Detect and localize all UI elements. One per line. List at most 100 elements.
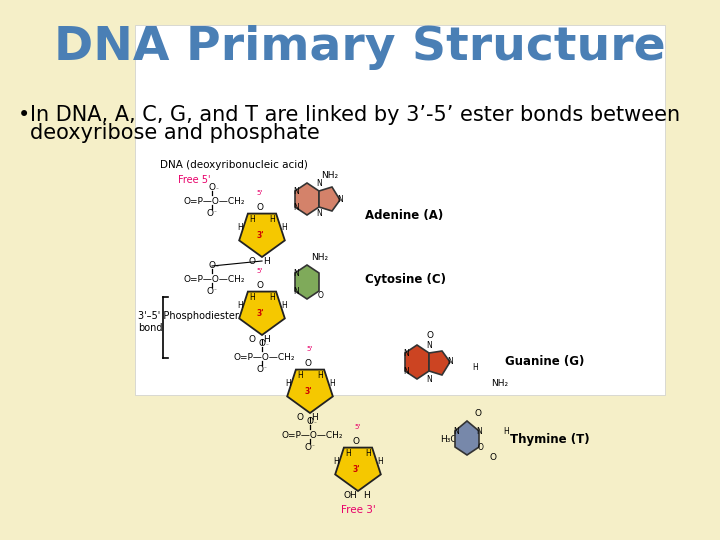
Text: N: N	[293, 186, 299, 195]
Text: O: O	[207, 210, 214, 219]
Text: deoxyribose and phosphate: deoxyribose and phosphate	[30, 123, 320, 143]
Text: ⁻: ⁻	[264, 368, 267, 373]
Text: O=P—O—CH₂: O=P—O—CH₂	[234, 354, 295, 362]
Text: O: O	[258, 340, 266, 348]
Text: N: N	[403, 367, 409, 375]
Text: 5': 5'	[355, 424, 361, 430]
Text: O: O	[207, 287, 214, 296]
Text: DNA Primary Structure: DNA Primary Structure	[54, 25, 666, 71]
Text: H: H	[377, 456, 383, 465]
Text: N: N	[403, 348, 409, 357]
Text: H: H	[472, 363, 478, 373]
Text: ⁻: ⁻	[216, 188, 219, 193]
Text: O=P—O—CH₂: O=P—O—CH₂	[184, 275, 246, 285]
Text: O: O	[353, 436, 359, 446]
Polygon shape	[455, 421, 479, 455]
Polygon shape	[239, 214, 285, 257]
Text: H: H	[281, 300, 287, 309]
Polygon shape	[336, 448, 381, 491]
Text: NH₂: NH₂	[312, 253, 328, 261]
Text: N: N	[316, 208, 322, 218]
Text: H: H	[237, 300, 243, 309]
Text: Free 5': Free 5'	[178, 175, 210, 185]
Text: O: O	[307, 417, 313, 427]
Text: H: H	[285, 379, 291, 388]
Text: H: H	[269, 214, 275, 224]
Text: H: H	[317, 370, 323, 380]
Text: H₃C: H₃C	[440, 435, 456, 444]
Text: H: H	[345, 449, 351, 457]
Text: O=P—O—CH₂: O=P—O—CH₂	[282, 431, 343, 441]
Text: H: H	[503, 428, 509, 436]
Polygon shape	[295, 265, 319, 299]
Polygon shape	[405, 345, 429, 379]
Text: N: N	[426, 341, 432, 349]
Text: O: O	[256, 280, 264, 289]
Text: •: •	[18, 105, 30, 125]
Text: O: O	[474, 408, 482, 417]
Text: O: O	[490, 454, 497, 462]
Text: H: H	[269, 293, 275, 301]
Text: H: H	[365, 449, 371, 457]
Text: O: O	[209, 184, 215, 192]
Text: N: N	[293, 202, 299, 212]
Text: DNA (deoxyribonucleic acid): DNA (deoxyribonucleic acid)	[160, 160, 308, 170]
Text: N: N	[426, 375, 432, 383]
Bar	[135, 25, 665, 395]
Text: O: O	[318, 291, 324, 300]
Text: 5': 5'	[257, 190, 263, 196]
Polygon shape	[429, 351, 450, 375]
Text: O=P—O—CH₂: O=P—O—CH₂	[184, 198, 246, 206]
Text: H: H	[237, 222, 243, 232]
Text: 5': 5'	[307, 346, 313, 352]
Text: H: H	[249, 214, 255, 224]
Polygon shape	[239, 292, 285, 335]
Text: ⁻: ⁻	[214, 212, 217, 217]
Text: H: H	[249, 293, 255, 301]
Text: ⁻: ⁻	[266, 345, 269, 349]
Text: N: N	[293, 287, 299, 295]
Text: 3'–5' Phosphodiester: 3'–5' Phosphodiester	[138, 311, 239, 321]
Text: In DNA, A, C, G, and T are linked by 3’-5’ ester bonds between: In DNA, A, C, G, and T are linked by 3’-…	[30, 105, 680, 125]
Text: O: O	[209, 261, 215, 271]
Text: O: O	[478, 442, 484, 451]
Text: O: O	[248, 256, 256, 266]
Text: 3': 3'	[304, 387, 312, 395]
Text: O: O	[256, 366, 264, 375]
Text: NH₂: NH₂	[492, 379, 508, 388]
Text: 3': 3'	[256, 308, 264, 318]
Text: O: O	[305, 443, 312, 453]
Text: N: N	[293, 268, 299, 278]
Text: H: H	[297, 370, 303, 380]
Text: O: O	[248, 334, 256, 343]
Text: ⁻: ⁻	[214, 289, 217, 294]
Text: H: H	[329, 379, 335, 388]
Text: Guanine (G): Guanine (G)	[505, 355, 585, 368]
Text: 3': 3'	[352, 464, 360, 474]
Text: H: H	[363, 490, 369, 500]
Text: H: H	[312, 413, 318, 422]
Text: O: O	[256, 202, 264, 212]
Text: 3': 3'	[256, 231, 264, 240]
Text: O: O	[426, 330, 433, 340]
Text: N: N	[453, 427, 459, 435]
Text: Free 3': Free 3'	[341, 505, 375, 515]
Text: Thymine (T): Thymine (T)	[510, 434, 590, 447]
Text: Adenine (A): Adenine (A)	[365, 208, 444, 221]
Text: bond: bond	[138, 323, 163, 333]
Text: Cytosine (C): Cytosine (C)	[365, 273, 446, 287]
Text: N: N	[476, 427, 482, 435]
Text: O: O	[305, 359, 312, 368]
Text: H: H	[333, 456, 339, 465]
Text: NH₂: NH₂	[321, 171, 338, 179]
Polygon shape	[287, 369, 333, 413]
Text: H: H	[264, 334, 271, 343]
Text: O: O	[297, 413, 304, 422]
Text: 5': 5'	[257, 268, 263, 274]
Text: N: N	[316, 179, 322, 187]
Polygon shape	[319, 187, 340, 211]
Text: ⁻: ⁻	[314, 422, 317, 428]
Text: N: N	[337, 195, 343, 205]
Text: N: N	[447, 357, 453, 367]
Text: H: H	[281, 222, 287, 232]
